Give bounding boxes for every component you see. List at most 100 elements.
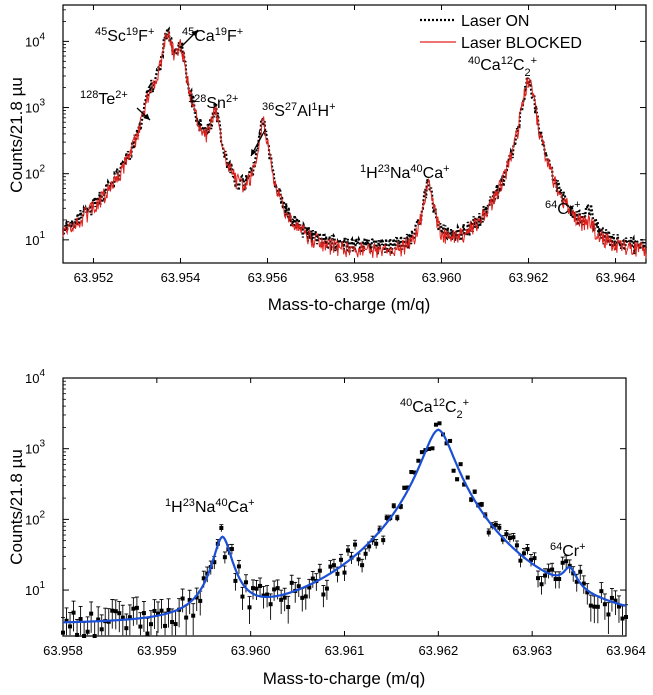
data-point [507, 535, 512, 540]
data-point [138, 624, 143, 629]
top-panel: 63.952 63.954 63.956 63.958 63.960 63.962 63.9… [7, 4, 648, 314]
label-part: 40 [400, 397, 412, 409]
data-point [550, 567, 555, 572]
label-part: 40 [410, 163, 422, 175]
label-part: Sn [206, 95, 226, 112]
data-point [493, 522, 498, 527]
label-sn: 128Sn2+ [188, 93, 238, 112]
data-point [609, 595, 614, 600]
data-point [198, 598, 203, 603]
label-part: H [366, 165, 378, 182]
data-point [321, 592, 326, 597]
label-part: Na [390, 165, 411, 182]
label-part: C [513, 57, 525, 74]
label-part: C [445, 399, 457, 416]
data-point [152, 608, 157, 613]
y-tick-exponent: 2 [39, 164, 45, 175]
y-tick-label: 104 [25, 368, 45, 386]
data-point [64, 618, 69, 623]
data-point [497, 525, 502, 530]
data-point [391, 504, 396, 509]
data-point [585, 590, 590, 595]
label-part: 64 [550, 541, 562, 553]
data-point [148, 622, 153, 627]
data-point [75, 632, 80, 637]
data-point [602, 602, 607, 607]
label-part: 1 [360, 163, 366, 175]
y-tick-label: 101 [25, 580, 45, 598]
data-point [258, 583, 263, 588]
data-point [286, 605, 291, 610]
data-point [131, 606, 136, 611]
data-point [539, 582, 544, 587]
label-cr: 64Cr+ [545, 199, 581, 218]
data-point [71, 610, 76, 615]
data-point [307, 585, 312, 590]
data-point [377, 527, 382, 532]
data-point [85, 629, 90, 634]
data-point [500, 537, 505, 542]
data-point [268, 602, 273, 607]
label-part: Cr [557, 201, 575, 218]
label-ca-c2: 40Ca12C2+ [400, 397, 469, 421]
data-point [374, 541, 379, 546]
data-point [127, 615, 132, 620]
data-point [465, 475, 470, 480]
label-part: + [574, 199, 580, 211]
data-point [356, 557, 361, 562]
data-point [448, 438, 453, 443]
annotation-arrowhead [251, 149, 257, 156]
data-point [469, 497, 474, 502]
data-point [289, 580, 294, 585]
data-point [141, 611, 146, 616]
x-tick-label: 63.952 [74, 270, 114, 285]
data-point [173, 622, 178, 627]
data-point [120, 615, 125, 620]
label-h-na-ca: 1H23Na40Ca+ [360, 163, 450, 182]
label-part: F [227, 28, 237, 45]
data-point [201, 576, 206, 581]
y-tick-exponent: 3 [39, 98, 45, 109]
data-point [187, 597, 192, 602]
label-part: + [443, 163, 449, 175]
data-point [236, 564, 241, 569]
y-tick-exponent: 1 [39, 580, 45, 591]
label-part: H [318, 103, 330, 120]
data-point [194, 595, 199, 600]
data-point [433, 422, 438, 427]
data-point [525, 547, 530, 552]
data-point [451, 468, 456, 473]
data-point [616, 604, 621, 609]
y-tick-exponent: 3 [39, 439, 45, 450]
label-part: + [248, 497, 254, 509]
data-point [521, 551, 526, 556]
bottom-x-axis-title: Mass-to-charge (m/q) [263, 669, 425, 688]
data-point [518, 558, 523, 563]
data-point [553, 577, 558, 582]
data-point [296, 584, 301, 589]
series-line-laser-on [62, 25, 648, 255]
label-te: 128Te2+ [80, 89, 128, 108]
data-point [624, 615, 628, 620]
x-tick-label: 63.960 [231, 643, 271, 658]
data-point [599, 589, 604, 594]
label-part: + [329, 101, 335, 113]
label-part: 12 [501, 55, 513, 67]
data-point [363, 551, 368, 556]
label-s-al-h: 36S27Al1H+ [262, 101, 336, 120]
label-part: Al [297, 103, 311, 120]
data-point [416, 458, 421, 463]
data-point [381, 538, 386, 543]
data-point [557, 577, 562, 582]
data-point [360, 563, 365, 568]
data-point [303, 594, 308, 599]
data-point [251, 586, 256, 591]
data-point [110, 608, 115, 613]
data-point [324, 586, 329, 591]
data-point [180, 596, 185, 601]
y-tick-exponent: 2 [39, 509, 45, 520]
label-part: 36 [262, 101, 274, 113]
data-point [504, 532, 509, 537]
label-part: H [171, 499, 183, 516]
label-part: + [531, 55, 537, 67]
